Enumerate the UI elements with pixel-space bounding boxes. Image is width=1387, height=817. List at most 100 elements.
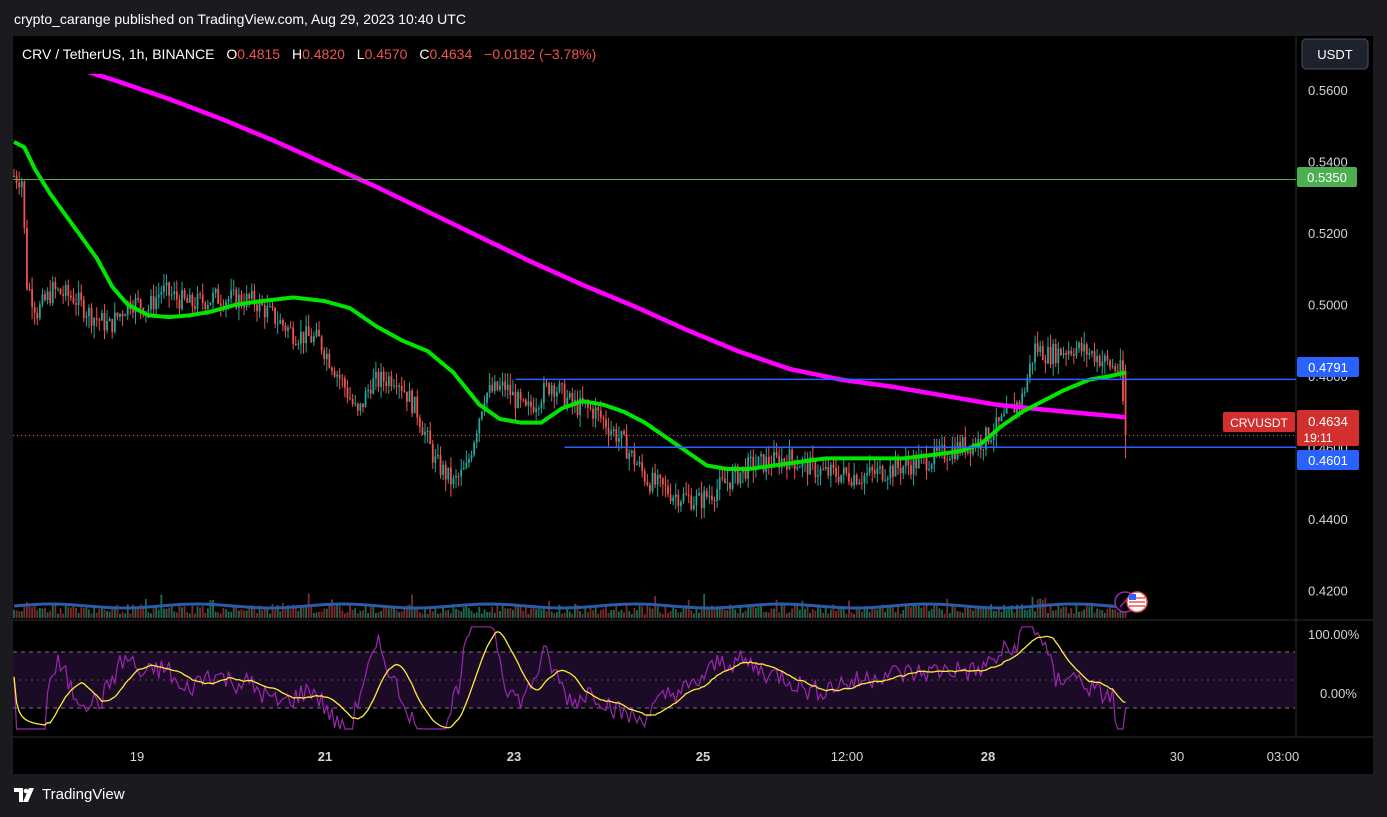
volume-bar <box>915 604 918 618</box>
candle <box>535 398 538 421</box>
candle <box>610 420 613 441</box>
volume-bar <box>917 605 920 618</box>
volume-bar <box>649 607 651 618</box>
volume-bar <box>504 608 507 618</box>
candle <box>62 285 65 304</box>
us-flag-icon[interactable] <box>1126 591 1148 613</box>
volume-bar <box>165 608 168 618</box>
volume-bar <box>775 599 778 618</box>
volume-bar <box>718 607 721 618</box>
chart[interactable]: 0.56000.54000.52000.50000.48000.46000.44… <box>0 36 1387 774</box>
volume-bar <box>139 604 142 618</box>
candle <box>835 457 837 483</box>
candle <box>827 457 830 480</box>
candle <box>786 454 788 480</box>
candle <box>214 287 217 299</box>
candle <box>312 331 315 347</box>
candle <box>294 336 297 346</box>
currency-button[interactable]: USDT <box>1301 38 1369 70</box>
volume-bar <box>191 605 194 618</box>
tradingview-logo[interactable]: TradingView <box>14 786 125 803</box>
volume-bar <box>356 613 359 618</box>
candle <box>736 463 739 486</box>
candle <box>462 460 465 470</box>
candle <box>819 465 822 486</box>
candle <box>809 451 812 475</box>
volume-bar <box>1060 608 1062 618</box>
candle <box>452 475 455 489</box>
volume-bar <box>67 606 70 618</box>
candle <box>1049 334 1052 369</box>
candle <box>106 310 108 334</box>
slow-ma-line <box>86 74 1126 420</box>
volume-bar <box>804 608 806 618</box>
x-tick-label: 25 <box>696 749 710 764</box>
volume-bar <box>1000 612 1003 618</box>
volume-bar <box>543 608 545 618</box>
candle <box>713 496 716 512</box>
volume-bar <box>359 610 362 618</box>
candle <box>201 283 204 310</box>
candle <box>442 460 445 480</box>
candle <box>393 379 395 390</box>
volume-bar <box>897 605 899 618</box>
volume-bar <box>150 613 152 618</box>
candle <box>524 398 527 407</box>
volume-bar <box>460 611 463 618</box>
candle <box>1111 358 1114 369</box>
volume-bar <box>943 613 946 618</box>
candle <box>328 349 331 369</box>
candle <box>1103 353 1106 374</box>
volume-bar <box>168 607 170 618</box>
volume-bar <box>700 606 703 618</box>
candle <box>879 460 881 475</box>
volume-bar <box>654 595 656 618</box>
candle <box>400 376 403 399</box>
volume-bar <box>566 606 569 618</box>
volume-bar <box>411 594 413 618</box>
volume-bar <box>64 605 67 618</box>
candle <box>855 473 858 486</box>
volume-bar <box>398 612 401 618</box>
volume-bar <box>788 612 791 618</box>
volume-bar <box>773 608 775 618</box>
volume-bar <box>323 608 326 618</box>
candle <box>36 307 39 326</box>
volume-bar <box>871 607 874 618</box>
volume-bar <box>372 605 375 618</box>
volume-bar <box>767 612 770 618</box>
volume-bar <box>731 607 734 618</box>
candle <box>638 456 641 468</box>
volume-bar <box>1036 599 1039 618</box>
candle <box>333 367 336 378</box>
candle <box>375 361 377 390</box>
volume-bar <box>1047 612 1049 618</box>
candle <box>948 455 951 462</box>
candle <box>636 460 638 466</box>
candle <box>884 469 887 482</box>
candle <box>605 410 607 435</box>
candle <box>310 328 313 344</box>
volume-bar <box>548 600 550 618</box>
volume-bar <box>961 612 964 618</box>
candle <box>674 483 677 510</box>
candle <box>669 483 672 504</box>
volume-bar <box>592 610 594 618</box>
candle <box>990 438 993 445</box>
volume-bar <box>612 609 615 618</box>
volume-bar <box>1088 606 1091 618</box>
candle <box>558 380 561 394</box>
candle <box>969 446 972 467</box>
candle <box>496 380 499 392</box>
candle <box>695 489 698 517</box>
volume-bar <box>129 613 132 618</box>
candle <box>315 322 318 338</box>
volume-bar <box>103 609 106 618</box>
volume-bar <box>243 610 245 618</box>
candle <box>850 477 853 488</box>
volume-bar <box>863 608 866 618</box>
volume-bar <box>1122 608 1124 618</box>
volume-bar <box>155 605 158 618</box>
volume-bar <box>480 613 483 618</box>
candle <box>995 407 998 447</box>
